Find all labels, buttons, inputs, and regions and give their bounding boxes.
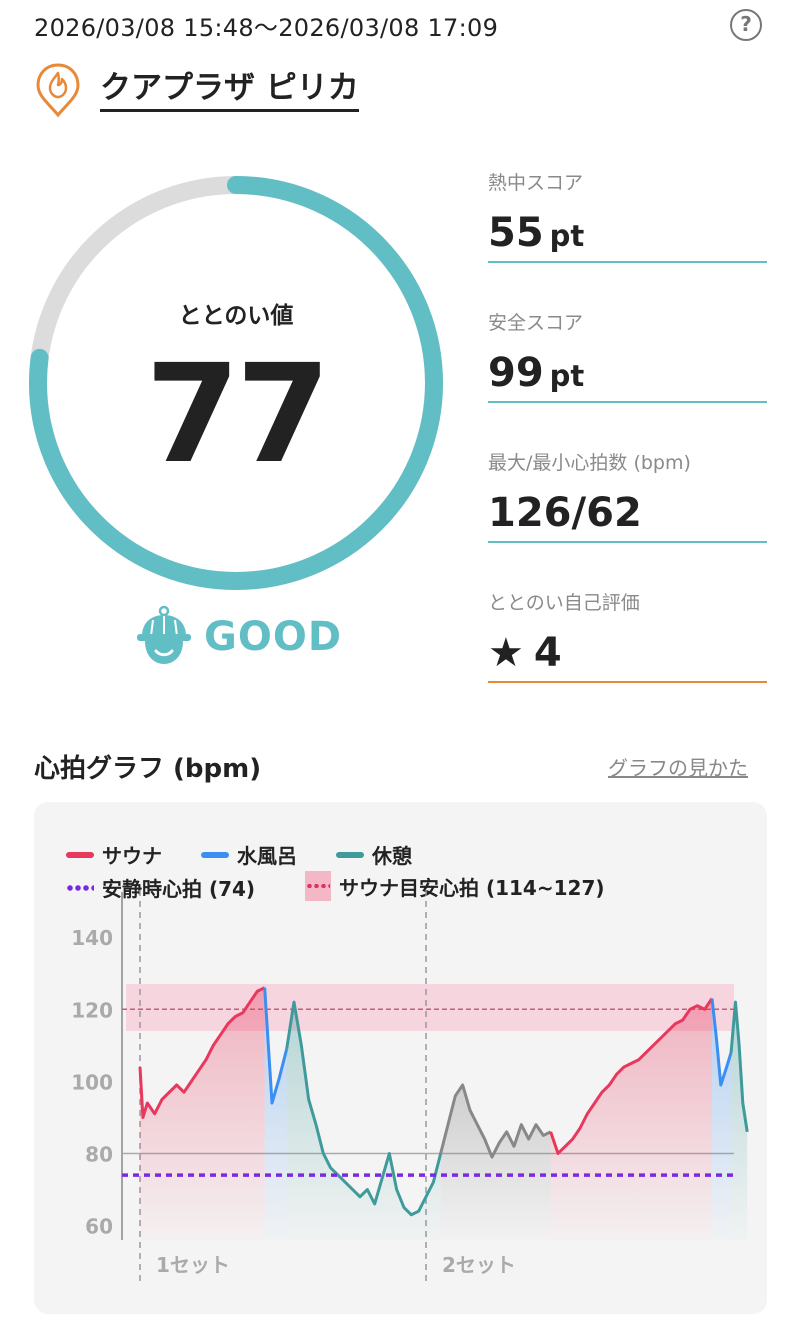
status-text: GOOD xyxy=(204,614,343,660)
series-area xyxy=(550,998,712,1240)
y-tick-label: 60 xyxy=(85,1215,113,1239)
series-area xyxy=(264,987,287,1240)
chart-title: 心拍グラフ (bpm) xyxy=(34,754,262,784)
facility-row[interactable]: クアプラザ ピリカ xyxy=(34,62,359,118)
legend-label: 休憩 xyxy=(372,844,412,868)
metric-value: 4 xyxy=(533,630,562,676)
legend-swatch xyxy=(305,871,331,901)
series-line xyxy=(729,1000,749,1133)
y-tick-label: 140 xyxy=(71,926,113,950)
metric-unit: pt xyxy=(549,359,585,393)
star-icon: ★ xyxy=(488,630,524,676)
series-line xyxy=(549,997,714,1155)
legend-swatch xyxy=(336,851,364,858)
heart-rate-range: 最大/最小心拍数 (bpm) 126/62 xyxy=(488,448,767,543)
legend-swatch xyxy=(66,884,94,891)
session-datetime: 2026/03/08 15:48～2026/03/08 17:09 xyxy=(34,14,499,42)
metric-label: 熱中スコア xyxy=(488,172,584,194)
gauge-label: ととのい値 xyxy=(178,303,294,329)
metric-underline xyxy=(488,541,767,543)
set-marker-label: 2セット xyxy=(442,1253,516,1277)
metric-value: 55 xyxy=(488,210,544,256)
legend-label: 水風呂 xyxy=(237,844,297,868)
metric-label: 最大/最小心拍数 (bpm) xyxy=(488,452,691,474)
series-area xyxy=(731,1002,748,1240)
legend-item-sauna: サウナ xyxy=(66,840,162,869)
y-tick-label: 100 xyxy=(71,1070,113,1094)
metric-underline xyxy=(488,261,767,263)
legend-item-cold-bath: 水風呂 xyxy=(201,840,297,869)
legend-swatch xyxy=(66,851,94,858)
sauna-hat-icon xyxy=(137,606,191,664)
series-line xyxy=(263,987,289,1105)
legend-item-target-band: サウナ目安心拍 (114~127) xyxy=(305,871,605,901)
gauge-value: 77 xyxy=(145,336,330,494)
help-button[interactable]: ? xyxy=(730,9,762,41)
sauna-pin-icon xyxy=(36,63,80,118)
y-tick-label: 80 xyxy=(85,1142,113,1166)
target-band xyxy=(126,984,734,1031)
set-marker-label: 1セット xyxy=(156,1253,230,1277)
status-badge: GOOD xyxy=(136,606,342,668)
self-rating[interactable]: ととのい自己評価 ★ 4 xyxy=(488,588,767,683)
series-area xyxy=(440,1085,551,1240)
legend-swatch xyxy=(201,851,229,858)
series-line xyxy=(439,1083,552,1159)
series-line xyxy=(138,986,266,1119)
totonoi-gauge xyxy=(29,176,443,590)
chart-guide-link[interactable]: グラフの見かた xyxy=(608,756,748,780)
metric-value: 99 xyxy=(488,350,544,396)
series-line xyxy=(710,998,733,1087)
series-area xyxy=(712,998,732,1240)
metric-underline xyxy=(488,681,767,683)
series-area xyxy=(140,987,265,1240)
safety-score: 安全スコア 99 pt xyxy=(488,308,767,403)
metric-unit: pt xyxy=(549,219,585,253)
series-line xyxy=(285,1000,443,1217)
legend-label: 安静時心拍 (74) xyxy=(102,877,256,901)
metric-underline xyxy=(488,401,767,403)
legend-item-resting-hr: 安静時心拍 (74) xyxy=(66,873,255,902)
metric-label: 安全スコア xyxy=(488,312,584,334)
metric-label: ととのい自己評価 xyxy=(488,592,640,614)
metric-value: 126/62 xyxy=(488,490,642,536)
legend-label: サウナ xyxy=(102,844,162,868)
heat-score: 熱中スコア 55 pt xyxy=(488,168,767,263)
heart-rate-chart: 60 80 100 120 140 1セット 2セット xyxy=(71,890,749,1282)
legend-label: サウナ目安心拍 (114~127) xyxy=(339,875,605,900)
facility-name-link[interactable]: クアプラザ ピリカ xyxy=(100,69,359,112)
legend-item-rest: 休憩 xyxy=(336,840,412,869)
y-tick-label: 120 xyxy=(71,998,113,1022)
series-area xyxy=(286,1002,441,1240)
gauge-fill xyxy=(29,176,443,590)
